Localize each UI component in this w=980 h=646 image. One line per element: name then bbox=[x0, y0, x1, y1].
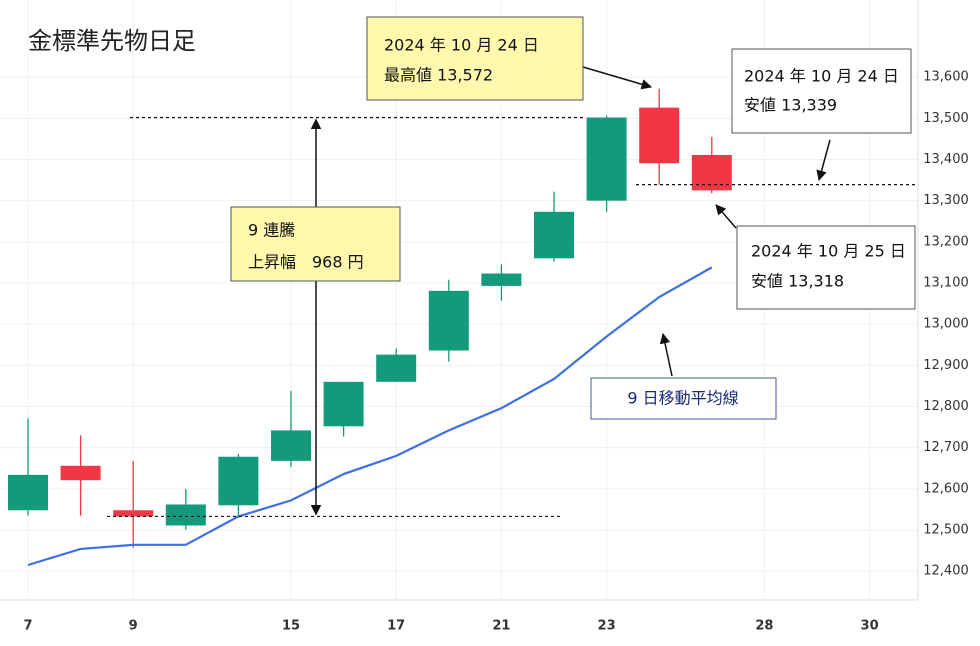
x-tick-label: 9 bbox=[129, 619, 138, 634]
annotation-text: 2024 年 10 月 25 日 bbox=[751, 242, 906, 261]
y-tick-label: 13,100 bbox=[923, 276, 969, 291]
y-tick-label: 12,600 bbox=[923, 481, 969, 496]
candle-body bbox=[376, 354, 417, 382]
plot bbox=[8, 88, 732, 567]
x-tick-label: 28 bbox=[755, 619, 773, 634]
candle-body bbox=[639, 107, 680, 164]
annotation-text: 9 連騰 bbox=[248, 221, 295, 240]
x-tick-label: 7 bbox=[23, 619, 32, 634]
x-tick-label: 15 bbox=[282, 619, 300, 634]
annotation-box bbox=[230, 206, 401, 282]
y-tick-label: 12,900 bbox=[923, 358, 969, 373]
chart-title: 金標準先物日足 bbox=[28, 27, 196, 55]
y-tick-label: 12,800 bbox=[923, 399, 969, 414]
legend-box bbox=[590, 377, 777, 420]
annotation-text: 安値 13,318 bbox=[751, 272, 844, 291]
annotation-text: 安値 13,339 bbox=[744, 96, 837, 115]
x-tick-label: 23 bbox=[598, 619, 616, 634]
candle-body bbox=[534, 211, 574, 259]
annotation-box bbox=[736, 225, 916, 310]
x-tick-label: 17 bbox=[387, 619, 405, 634]
y-tick-label: 13,500 bbox=[923, 111, 969, 126]
candle-body bbox=[586, 117, 627, 201]
annotation-text: 最高値 13,572 bbox=[384, 66, 493, 85]
y-tick-label: 13,200 bbox=[923, 234, 969, 249]
candle-body bbox=[113, 510, 154, 517]
y-tick-label: 13,400 bbox=[923, 152, 969, 167]
y-tick-label: 13,300 bbox=[923, 193, 969, 208]
arrow bbox=[816, 139, 831, 182]
annotation-text: 上昇幅 968 円 bbox=[248, 253, 364, 272]
x-tick-label: 21 bbox=[492, 619, 510, 634]
moving-average-line bbox=[27, 266, 713, 567]
candle-body bbox=[428, 290, 469, 351]
y-tick-label: 12,500 bbox=[923, 523, 969, 538]
candle-body bbox=[165, 504, 206, 526]
annotation-box bbox=[731, 48, 912, 134]
arrow bbox=[659, 332, 673, 377]
candle-body bbox=[60, 465, 101, 481]
y-tick-label: 13,000 bbox=[923, 317, 969, 332]
candle-body bbox=[481, 273, 522, 286]
candle-body bbox=[271, 430, 311, 461]
y-tick-label: 12,400 bbox=[923, 564, 969, 579]
annotation-text: 2024 年 10 月 24 日 bbox=[384, 36, 539, 55]
arrow bbox=[582, 66, 653, 90]
annotation-text: 2024 年 10 月 24 日 bbox=[744, 67, 899, 86]
candle-body bbox=[218, 456, 259, 506]
arrow bbox=[715, 204, 737, 229]
legend-label: 9 日移動平均線 bbox=[627, 389, 738, 408]
annotation-box bbox=[366, 16, 584, 101]
candle-body bbox=[323, 381, 364, 427]
candle-body bbox=[8, 474, 48, 511]
x-tick-label: 30 bbox=[861, 619, 879, 634]
y-tick-label: 12,700 bbox=[923, 440, 969, 455]
y-tick-label: 13,600 bbox=[923, 70, 969, 85]
